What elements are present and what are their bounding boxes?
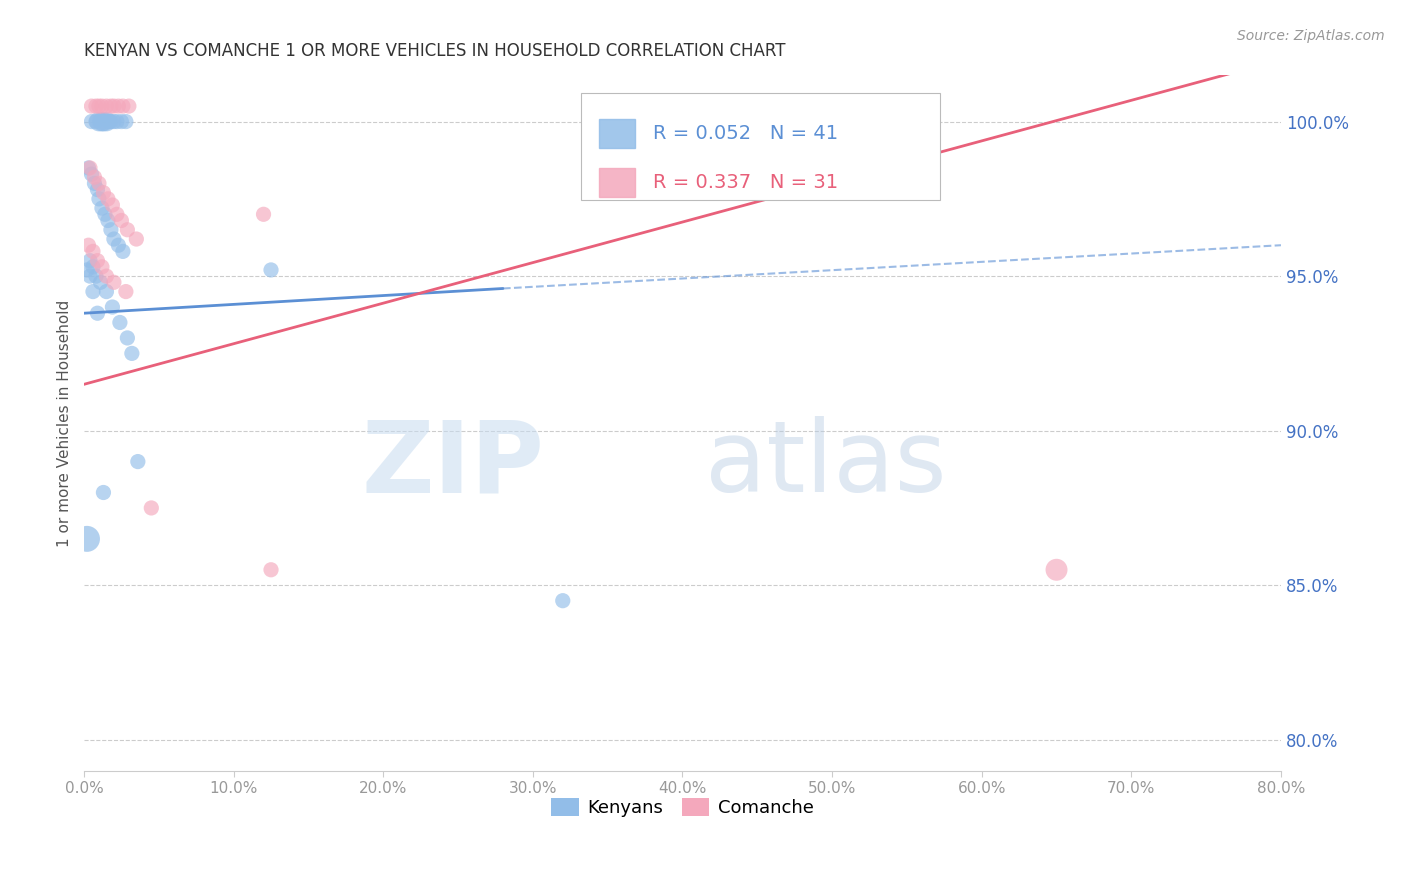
Text: ZIP: ZIP: [361, 417, 544, 513]
Point: [91, 114, 114, 128]
Point: [76, 532, 98, 546]
Point: [103, 232, 125, 246]
Point: [100, 223, 122, 237]
Point: [103, 114, 125, 128]
Point: [96, 99, 118, 113]
Point: [77, 238, 100, 252]
Point: [117, 331, 139, 345]
Point: [87, 99, 110, 113]
Point: [76, 263, 98, 277]
Point: [107, 238, 129, 252]
Point: [84, 99, 107, 113]
Point: [108, 316, 131, 330]
Point: [82, 260, 104, 274]
Point: [96, 285, 118, 299]
Point: [110, 114, 132, 128]
Point: [86, 183, 108, 197]
Point: [96, 269, 118, 284]
Point: [260, 263, 283, 277]
FancyBboxPatch shape: [581, 93, 939, 201]
Point: [93, 485, 115, 500]
Point: [125, 232, 148, 246]
Point: [86, 306, 108, 320]
Legend: Kenyans, Comanche: Kenyans, Comanche: [544, 790, 821, 824]
Point: [84, 269, 107, 284]
Point: [111, 99, 134, 113]
Point: [79, 161, 101, 175]
Point: [94, 207, 117, 221]
Point: [115, 114, 138, 128]
Point: [100, 99, 122, 113]
Y-axis label: 1 or more Vehicles in Household: 1 or more Vehicles in Household: [58, 300, 72, 547]
Point: [82, 285, 104, 299]
Point: [91, 260, 114, 274]
Point: [105, 207, 128, 221]
Point: [118, 99, 141, 113]
Bar: [599, 168, 634, 197]
Point: [83, 170, 105, 185]
Point: [110, 213, 132, 227]
Point: [79, 269, 101, 284]
Point: [91, 99, 114, 113]
Point: [103, 99, 125, 113]
Point: [260, 563, 283, 577]
Point: [86, 253, 108, 268]
Point: [141, 500, 163, 515]
Text: Source: ZipAtlas.com: Source: ZipAtlas.com: [1237, 29, 1385, 43]
Point: [111, 244, 134, 259]
Text: R = 0.052   N = 41: R = 0.052 N = 41: [652, 124, 838, 143]
Point: [121, 346, 143, 360]
Point: [127, 454, 149, 468]
Point: [105, 114, 128, 128]
Point: [83, 177, 105, 191]
Point: [97, 192, 120, 206]
Point: [93, 114, 115, 128]
Point: [89, 275, 111, 289]
Point: [87, 192, 110, 206]
Point: [100, 114, 122, 128]
Point: [1045, 563, 1067, 577]
Point: [117, 223, 139, 237]
Point: [96, 114, 118, 128]
Point: [252, 207, 274, 221]
Point: [84, 114, 107, 128]
Point: [77, 161, 100, 175]
Bar: [599, 119, 634, 148]
Text: KENYAN VS COMANCHE 1 OR MORE VEHICLES IN HOUSEHOLD CORRELATION CHART: KENYAN VS COMANCHE 1 OR MORE VEHICLES IN…: [84, 42, 786, 60]
Point: [80, 114, 103, 128]
Point: [101, 300, 124, 314]
Point: [91, 201, 114, 215]
Point: [97, 213, 120, 227]
Point: [87, 177, 110, 191]
Point: [101, 198, 124, 212]
Point: [551, 593, 574, 607]
Text: atlas: atlas: [706, 417, 946, 513]
Point: [80, 167, 103, 181]
Point: [80, 99, 103, 113]
Point: [87, 114, 110, 128]
Point: [115, 285, 138, 299]
Point: [79, 253, 101, 268]
Point: [93, 186, 115, 200]
Text: R = 0.337   N = 31: R = 0.337 N = 31: [652, 173, 838, 192]
Point: [98, 114, 121, 128]
Point: [107, 99, 129, 113]
Point: [82, 244, 104, 259]
Point: [103, 275, 125, 289]
